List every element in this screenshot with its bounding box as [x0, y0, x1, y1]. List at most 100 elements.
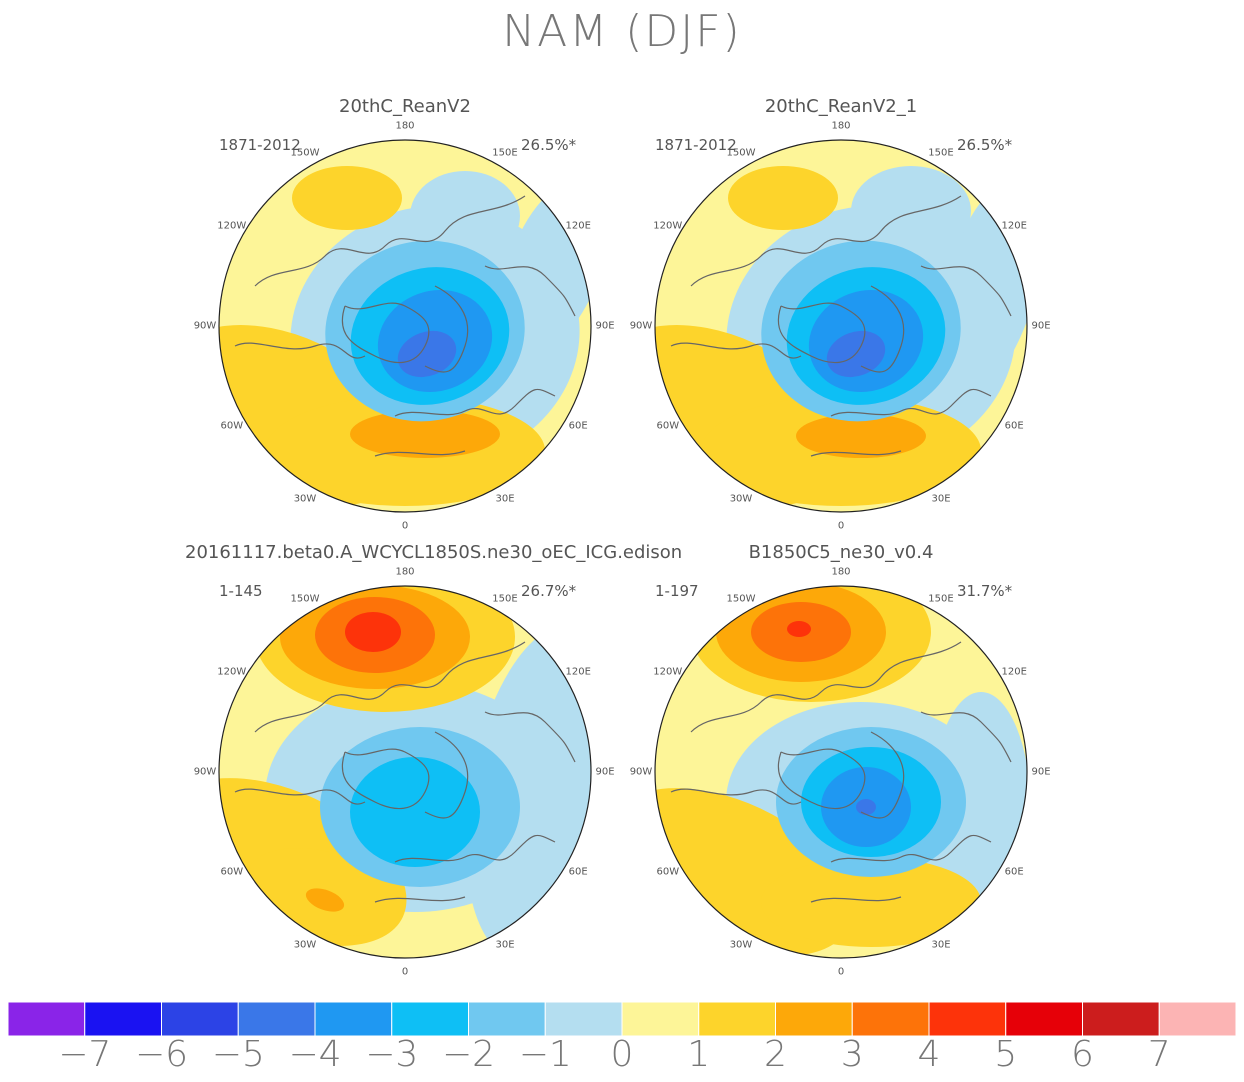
colorbar-tick-label: −6	[134, 1034, 189, 1075]
contour-fill	[787, 621, 811, 637]
colorbar-tick-label: −1	[518, 1034, 572, 1075]
contour-fill	[851, 166, 971, 256]
colorbar-swatch	[698, 1002, 776, 1036]
coastline	[830, 834, 992, 863]
variance-label: 26.5%*	[521, 136, 577, 154]
longitude-label: 60E	[568, 866, 588, 878]
coastline	[670, 788, 802, 805]
colorbar-swatch	[84, 1002, 162, 1036]
colorbar-swatch	[775, 1002, 853, 1036]
colorbar-tick-label: −2	[441, 1034, 496, 1075]
colorbar-swatch	[1158, 1002, 1236, 1036]
longitude-label: 120E	[1001, 220, 1027, 232]
coastline	[394, 388, 556, 417]
longitude-label: 150E	[928, 147, 954, 159]
coastline	[810, 896, 902, 903]
contour-fill	[397, 330, 457, 378]
coastline	[234, 788, 366, 805]
longitude-label: 150W	[290, 147, 320, 159]
longitude-label: 150E	[928, 593, 954, 605]
polar-map	[218, 585, 592, 959]
longitude-label: 90E	[1031, 320, 1051, 332]
colorbar-swatch	[1082, 1002, 1160, 1036]
colorbar-tick-label: −3	[365, 1034, 419, 1075]
longitude-label: 60E	[1004, 866, 1024, 878]
colorbar-tick-label: 5	[994, 1034, 1018, 1075]
colorbar-tick-label: 7	[1147, 1034, 1171, 1075]
coastline	[920, 265, 1012, 317]
longitude-label: 180	[395, 120, 415, 132]
longitude-label: 60W	[656, 866, 680, 878]
coastline	[254, 641, 526, 733]
longitude-label: 60W	[220, 420, 244, 432]
polar-map	[654, 585, 1028, 959]
longitude-label: 30E	[931, 939, 951, 951]
longitude-label: 150W	[726, 593, 756, 605]
map-boundary	[654, 139, 1028, 513]
longitude-label: 150E	[492, 593, 518, 605]
longitude-label: 90E	[1031, 766, 1051, 778]
period-label: 1-197	[655, 582, 699, 600]
map-boundary	[218, 139, 592, 513]
longitude-label: 150W	[726, 147, 756, 159]
contour-fill	[856, 799, 876, 815]
map-boundary	[654, 585, 1028, 959]
longitude-label: 120E	[565, 220, 591, 232]
variance-label: 26.7%*	[521, 582, 577, 600]
colorbar-tick-label: 6	[1071, 1034, 1094, 1075]
longitude-label: 60W	[220, 866, 244, 878]
colorbar-swatch	[8, 1002, 86, 1036]
longitude-label: 90W	[629, 766, 653, 778]
contour-fill	[796, 414, 926, 458]
colorbar-tick-label: 4	[917, 1034, 941, 1075]
coastline	[484, 711, 576, 763]
colorbar-swatch	[544, 1002, 623, 1036]
longitude-label: 120W	[653, 666, 683, 678]
map-panel-2: 20thC_ReanV2_1 1871-2012 26.5%* 0 30E 60E 9…	[621, 96, 1061, 536]
longitude-label: 90W	[193, 320, 217, 332]
coastline	[690, 195, 962, 287]
longitude-label: 180	[831, 120, 851, 132]
longitude-label: 150E	[492, 147, 518, 159]
colorbar	[8, 1002, 1236, 1036]
coastline	[254, 195, 526, 287]
coastline	[860, 285, 905, 373]
longitude-label: 30W	[293, 939, 317, 951]
longitude-label: 120E	[1001, 666, 1027, 678]
coastline	[394, 834, 556, 863]
longitude-label: 30W	[293, 493, 317, 505]
panel-title: 20thC_ReanV2_1	[764, 96, 918, 117]
longitude-label: 0	[401, 966, 409, 978]
coastline	[341, 302, 430, 364]
map-panel-4: B1850C5_ne30_v0.4 1-197 31.7%* 0 30E 60E 90…	[621, 542, 1061, 982]
longitude-label: 180	[831, 566, 851, 578]
longitude-label: 120W	[217, 666, 247, 678]
colorbar-swatch	[928, 1002, 1007, 1036]
longitude-label: 30W	[729, 939, 753, 951]
coastline	[374, 896, 466, 903]
map-panel-3: 20161117.beta0.A_WCYCL1850S.ne30_oEC_ICG…	[185, 542, 682, 982]
longitude-label: 30W	[729, 493, 753, 505]
colorbar-swatch	[621, 1002, 700, 1036]
figure-title: NAM (DJF)	[502, 6, 742, 57]
longitude-label: 0	[401, 520, 409, 532]
contour-fill	[350, 757, 480, 867]
period-label: 1871-2012	[219, 136, 301, 154]
colorbar-swatch	[851, 1002, 930, 1036]
panel-title: 20thC_ReanV2	[339, 96, 471, 117]
longitude-label: 30E	[931, 493, 951, 505]
colorbar-tick-label: 3	[840, 1034, 864, 1075]
colorbar-tick-label: −5	[211, 1034, 265, 1075]
contour-fill	[350, 410, 500, 458]
coastline	[424, 731, 469, 819]
colorbar-swatch	[468, 1002, 546, 1036]
longitude-label: 120W	[217, 220, 247, 232]
contour-fill	[292, 166, 402, 230]
coastline	[484, 265, 576, 317]
longitude-label: 30E	[495, 493, 515, 505]
coastline	[830, 388, 992, 417]
longitude-label: 120W	[653, 220, 683, 232]
colorbar-tick-label: 0	[610, 1034, 634, 1075]
colorbar-swatch	[161, 1002, 239, 1036]
contour-fill	[728, 166, 838, 230]
